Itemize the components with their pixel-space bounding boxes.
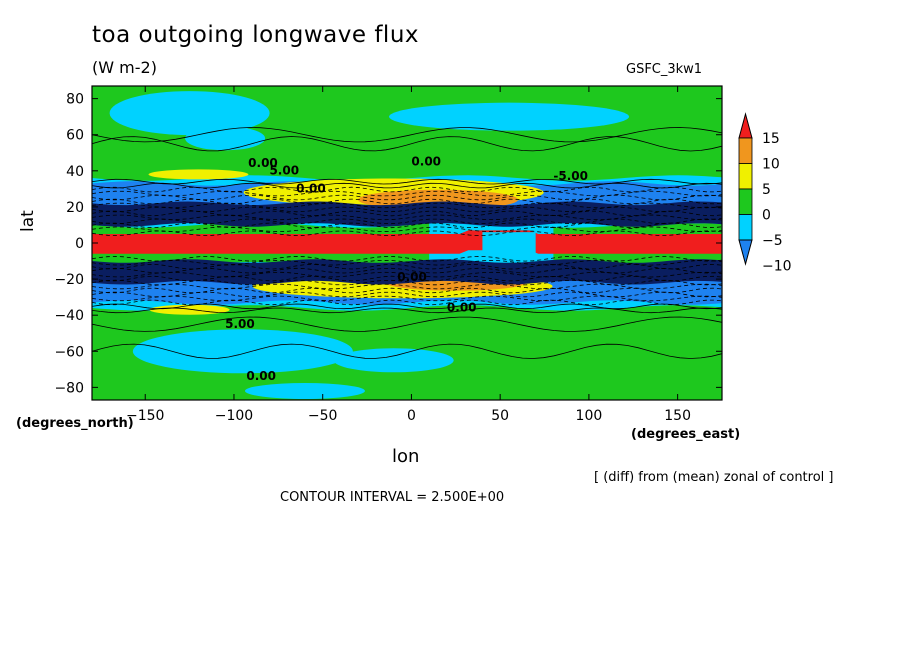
- colorbar-segment: [738, 163, 753, 190]
- contour-line: [92, 259, 722, 266]
- positive-patch: [148, 169, 249, 180]
- contour-label: 0.00: [447, 301, 477, 315]
- contour-interval: CONTOUR INTERVAL = 2.500E+00: [280, 490, 505, 505]
- colorbar-label: 5: [762, 182, 771, 198]
- colorbar-segment: [738, 188, 753, 215]
- equatorial-gap: [482, 232, 536, 254]
- negative-patch: [109, 91, 270, 136]
- contour-line: [92, 255, 722, 262]
- y-tick-label: 0: [75, 236, 84, 252]
- x-tick-label: −50: [308, 408, 338, 424]
- contour-lines: [92, 127, 722, 359]
- x-tick-label: 100: [576, 408, 603, 424]
- contour-line: [92, 283, 722, 290]
- negative-patch: [389, 102, 630, 131]
- contour-line: [92, 226, 722, 233]
- contour-line: [92, 271, 722, 278]
- colorbar-arrow-top: [738, 112, 753, 139]
- y-tick-label: 40: [66, 164, 84, 180]
- colorbar-segment: [738, 214, 753, 241]
- equatorial-positive-band: [92, 230, 722, 254]
- contour-line: [92, 127, 722, 143]
- x-axis: −150 −100 −50 0 50 100 150: [126, 86, 691, 424]
- y-tick-label: 80: [66, 92, 84, 108]
- x-tick-label: −150: [126, 408, 164, 424]
- dataset-label: GSFC_3kw1: [626, 62, 703, 77]
- x-tick-label: −100: [215, 408, 253, 424]
- contour-line: [92, 295, 722, 302]
- colorbar-label: −5: [762, 233, 783, 249]
- contour-line: [92, 316, 722, 332]
- contour-line: [92, 263, 722, 270]
- contour-label: -5.00: [553, 169, 588, 183]
- colorbar-segment: [738, 137, 753, 164]
- contour-line: [92, 190, 722, 197]
- contour-label: 0.00: [296, 181, 326, 195]
- contour-line: [92, 275, 722, 282]
- x-tick-label: 0: [407, 408, 416, 424]
- contour-line: [92, 230, 722, 237]
- difference-note: [ (diff) from (mean) zonal of control ]: [594, 470, 834, 485]
- x-axis-unit: (degrees_east): [631, 427, 741, 442]
- x-tick-label: 150: [664, 408, 691, 424]
- contour-label: 0.00: [246, 369, 276, 383]
- y-axis: 80 60 40 20 0 −20 −40 −60 −80: [54, 92, 722, 396]
- contour-line: [92, 214, 722, 221]
- y-tick-label: −60: [54, 344, 84, 360]
- colorbar-label: 0: [762, 208, 771, 224]
- contour-line: [92, 287, 722, 294]
- y-tick-label: −20: [54, 272, 84, 288]
- contour-line: [92, 210, 722, 217]
- negative-patch: [333, 348, 454, 373]
- contour-label: 0.00: [411, 154, 441, 168]
- contour-line: [92, 178, 722, 185]
- contour-label: 0.00: [397, 270, 427, 284]
- contour-line: [92, 198, 722, 205]
- negative-patch: [244, 382, 365, 399]
- contour-label: 0.00: [248, 156, 278, 170]
- chart-units: (W m-2): [92, 58, 157, 77]
- y-tick-label: −80: [54, 380, 84, 396]
- contour-label: 5.00: [269, 163, 299, 177]
- colorbar-label: 10: [762, 157, 780, 173]
- chart-title: toa outgoing longwave flux: [92, 22, 420, 48]
- y-tick-label: 60: [66, 128, 84, 144]
- contour-line: [92, 307, 722, 314]
- contour-line: [92, 343, 722, 359]
- contour-line: [92, 222, 722, 229]
- contour-line: [92, 299, 722, 306]
- contour-label: 5.00: [225, 317, 255, 331]
- contour-line: [92, 186, 722, 193]
- colorbar-label: 15: [762, 131, 780, 147]
- contour-labels: 0.005.000.000.00-5.000.005.000.000.00: [225, 154, 588, 383]
- negative-patch: [185, 126, 266, 151]
- colorbar: 15 10 5 0 −5 −10: [738, 112, 792, 275]
- y-tick-label: −40: [54, 308, 84, 324]
- contour-line: [92, 202, 722, 209]
- positive-patch: [149, 304, 230, 315]
- x-axis-label: lon: [392, 446, 420, 467]
- x-tick-label: 50: [491, 408, 509, 424]
- y-tick-label: 20: [66, 200, 84, 216]
- colorbar-arrow-bottom: [738, 239, 753, 266]
- negative-patch: [132, 329, 353, 374]
- y-axis-unit: (degrees_north): [16, 416, 134, 431]
- colorbar-label: −10: [762, 259, 792, 275]
